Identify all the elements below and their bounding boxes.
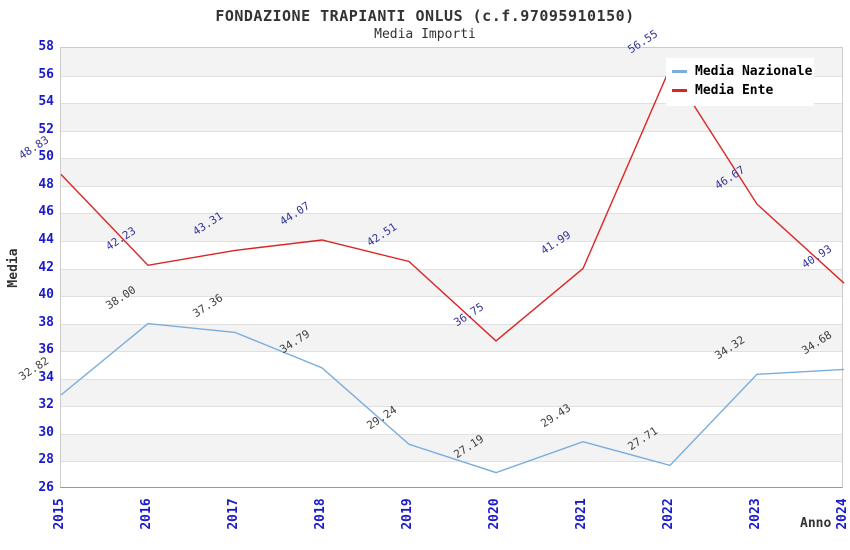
gridline xyxy=(61,103,842,104)
y-tick-label: 32 xyxy=(38,397,54,413)
x-tick-label: 2017 xyxy=(226,498,241,530)
gridline xyxy=(61,379,842,380)
x-tick-label: 2022 xyxy=(661,498,676,530)
y-tick-label: 30 xyxy=(38,424,54,440)
gridline xyxy=(61,131,842,132)
y-tick-label: 44 xyxy=(38,231,54,247)
y-tick-label: 36 xyxy=(38,342,54,358)
y-tick-label: 56 xyxy=(38,66,54,82)
gridline xyxy=(61,76,842,77)
background-band xyxy=(61,103,842,131)
gridline xyxy=(61,296,842,297)
x-tick-label: 2015 xyxy=(52,498,67,530)
legend-label: Media Nazionale xyxy=(695,64,813,79)
y-tick-label: 58 xyxy=(38,39,54,54)
legend-label: Media Ente xyxy=(695,83,774,98)
x-tick-label: 2018 xyxy=(313,498,328,530)
y-tick-label: 40 xyxy=(38,287,54,303)
gridline xyxy=(61,324,842,325)
y-tick-label: 46 xyxy=(38,204,54,220)
x-tick-label: 2024 xyxy=(835,498,850,530)
x-tick-label: 2019 xyxy=(400,498,415,530)
x-tick-label: 2021 xyxy=(574,498,589,530)
plot-area xyxy=(60,47,845,488)
media-nazionale-line-marker-icon xyxy=(672,70,687,73)
gridline xyxy=(61,269,842,270)
chart-subtitle: Media Importi xyxy=(374,27,476,42)
y-tick-label: 42 xyxy=(38,259,54,275)
y-tick-label: 52 xyxy=(38,121,54,137)
series-line-media-ente xyxy=(60,66,845,342)
gridline xyxy=(61,186,842,187)
gridline xyxy=(61,461,842,462)
x-tick-label: 2016 xyxy=(139,498,154,530)
legend: Media Nazionale Media Ente xyxy=(666,58,814,106)
gridline xyxy=(61,351,842,352)
y-tick-label: 26 xyxy=(38,480,54,495)
background-band xyxy=(61,433,842,462)
background-band xyxy=(61,378,842,407)
y-tick-label: 38 xyxy=(38,314,54,330)
background-band xyxy=(61,213,842,241)
legend-item-media-nazionale: Media Nazionale xyxy=(672,62,812,81)
y-tick-label: 50 xyxy=(38,149,54,165)
background-band xyxy=(61,158,842,186)
chart-title: FONDAZIONE TRAPIANTI ONLUS (c.f.97095910… xyxy=(215,7,635,25)
series-lines-svg xyxy=(60,66,845,474)
legend-item-media-ente: Media Ente xyxy=(672,81,808,100)
gridline xyxy=(61,158,842,159)
gridline xyxy=(61,213,842,214)
gridline xyxy=(61,434,842,435)
media-ente-line-marker-icon xyxy=(672,89,687,92)
series-line-media-nazionale xyxy=(60,322,845,474)
x-axis-title: Anno xyxy=(800,516,832,531)
gridline xyxy=(61,406,842,407)
y-tick-label: 34 xyxy=(38,369,54,385)
y-tick-label: 48 xyxy=(38,176,54,192)
y-tick-label: 28 xyxy=(38,452,54,468)
y-tick-label: 54 xyxy=(38,94,54,110)
x-tick-label: 2023 xyxy=(748,498,763,530)
background-band xyxy=(61,268,842,297)
x-tick-label: 2020 xyxy=(487,498,502,530)
gridline xyxy=(61,241,842,242)
